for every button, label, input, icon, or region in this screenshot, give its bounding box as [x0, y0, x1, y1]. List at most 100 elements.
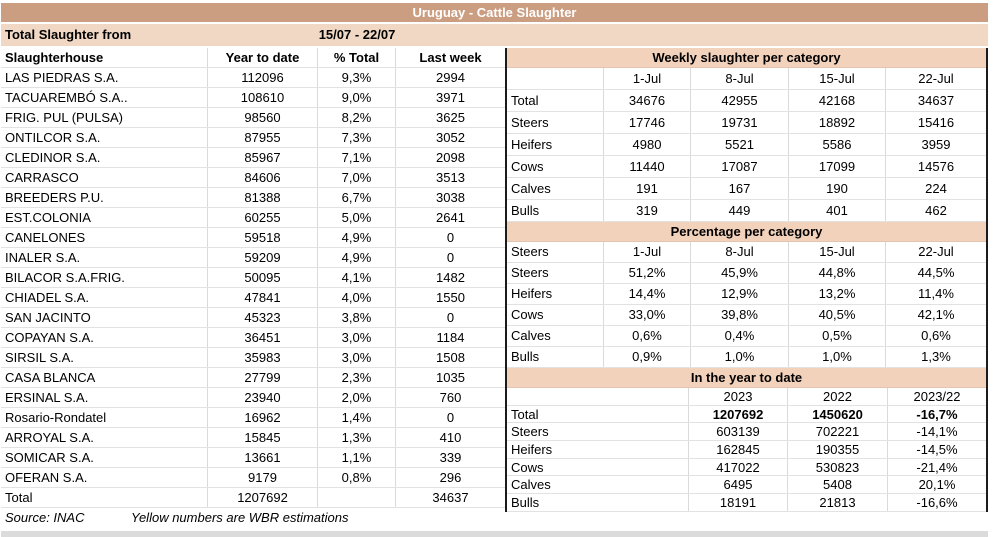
table-row: Total 1207692 1450620 -16,7% — [507, 405, 986, 424]
table-cell: Steers — [511, 115, 549, 130]
table-cell: 21813 — [787, 494, 887, 511]
table-row: Heifers 162845 190355 -14,5% — [507, 441, 986, 459]
table-cell: 9,3% — [317, 68, 395, 87]
table-cell: 33,0% — [603, 305, 690, 325]
table-cell: 2098 — [395, 148, 505, 167]
table-cell: 190355 — [787, 441, 887, 458]
table-row: SIRSIL S.A. 35983 3,0% 1508 — [1, 348, 505, 368]
weekly-header-row: 1-Jul 8-Jul 15-Jul 22-Jul — [507, 68, 986, 90]
table-row: Total 34676 42955 42168 34637 — [507, 90, 986, 112]
table-cell: 1207692 — [688, 405, 787, 423]
table-cell: Steers — [511, 424, 549, 440]
table-cell: 4,1% — [317, 268, 395, 287]
table-cell: 3,0% — [317, 348, 395, 367]
table-cell: 417022 — [688, 458, 787, 476]
table-cell: 5521 — [690, 134, 788, 155]
table-cell: EST.COLONIA — [5, 210, 91, 225]
table-cell: 9,0% — [317, 88, 395, 107]
column-header: Slaughterhouse — [5, 50, 104, 65]
table-cell: 4980 — [603, 134, 690, 155]
table-cell: ERSINAL S.A. — [5, 390, 89, 405]
table-cell: 39,8% — [690, 305, 788, 325]
column-header: % Total — [317, 48, 395, 67]
slaughterhouse-table: Slaughterhouse Year to date % Total Last… — [1, 48, 505, 528]
column-header — [507, 388, 688, 405]
table-cell: Calves — [511, 181, 551, 196]
table-row: Bulls 319 449 401 462 — [507, 200, 986, 222]
table-cell: 0,9% — [603, 347, 690, 367]
table-cell: -16,7% — [887, 405, 986, 423]
table-cell — [317, 488, 395, 507]
table-cell: Calves — [511, 477, 551, 493]
table-cell: 34637 — [885, 90, 986, 111]
column-header: 15-Jul — [788, 242, 885, 262]
table-cell: 98560 — [207, 108, 317, 127]
table-row: OFERAN S.A. 9179 0,8% 296 — [1, 468, 505, 488]
table-cell: 18191 — [688, 494, 787, 511]
column-header: 8-Jul — [690, 68, 788, 89]
table-row: Bulls 0,9% 1,0% 1,0% 1,3% — [507, 347, 986, 368]
ytd-table-body: Total 1207692 1450620 -16,7% Steers 603139 702… — [507, 405, 986, 512]
table-cell: OFERAN S.A. — [5, 470, 88, 485]
table-cell: Bulls — [511, 203, 540, 218]
table-row: Steers 17746 19731 18892 15416 — [507, 112, 986, 134]
table-cell: 14576 — [885, 156, 986, 177]
table-row: CANELONES 59518 4,9% 0 — [1, 228, 505, 248]
table-cell: 108610 — [207, 88, 317, 107]
table-cell: 4,0% — [317, 288, 395, 307]
table-cell: Heifers — [511, 442, 553, 458]
table-cell: 1207692 — [207, 488, 317, 507]
table-cell: Rosario-Rondatel — [5, 410, 107, 425]
table-cell: 16962 — [207, 408, 317, 427]
table-cell: 18892 — [788, 112, 885, 133]
table-cell: 0,6% — [885, 326, 986, 346]
table-row: SOMICAR S.A. 13661 1,1% 339 — [1, 448, 505, 468]
table-cell: 59209 — [207, 248, 317, 267]
table-cell: 1482 — [395, 268, 505, 287]
table-cell: 40,5% — [788, 305, 885, 325]
percentage-table-body: Steers 51,2% 45,9% 44,8% 44,5% Heifers 14,4% 12… — [507, 263, 986, 368]
table-row: CHIADEL S.A. 47841 4,0% 1550 — [1, 288, 505, 308]
table-cell: Total — [511, 406, 539, 422]
table-cell: 702221 — [787, 423, 887, 441]
table-cell: 167 — [690, 178, 788, 199]
table-cell: 3971 — [395, 88, 505, 107]
table-cell: ONTILCOR S.A. — [5, 130, 101, 145]
source-row: Source: INAC Yellow numbers are WBR esti… — [1, 508, 505, 528]
table-cell: 191 — [603, 178, 690, 199]
table-cell: INALER S.A. — [5, 250, 81, 265]
table-cell: 27799 — [207, 368, 317, 387]
table-cell: 15416 — [885, 112, 986, 133]
table-cell: Heifers — [511, 137, 553, 152]
column-header: 2022 — [787, 388, 887, 405]
table-cell: 1184 — [395, 328, 505, 347]
table-cell: 47841 — [207, 288, 317, 307]
table-cell: 44,5% — [885, 263, 986, 283]
table-row: EST.COLONIA 60255 5,0% 2641 — [1, 208, 505, 228]
table-cell: Bulls — [511, 349, 540, 364]
table-row: CLEDINOR S.A. 85967 7,1% 2098 — [1, 148, 505, 168]
table-cell: 15845 — [207, 428, 317, 447]
table-row: Heifers 14,4% 12,9% 13,2% 11,4% — [507, 284, 986, 305]
column-header: 22-Jul — [885, 68, 986, 89]
table-row: SAN JACINTO 45323 3,8% 0 — [1, 308, 505, 328]
report-title: Uruguay - Cattle Slaughter — [1, 3, 988, 22]
column-header: 1-Jul — [603, 68, 690, 89]
table-cell: -21,4% — [887, 458, 986, 476]
table-cell: 34676 — [603, 90, 690, 111]
table-cell: 1,1% — [317, 448, 395, 467]
table-row: Calves 191 167 190 224 — [507, 178, 986, 200]
table-cell: Total — [511, 93, 539, 108]
table-cell: 296 — [395, 468, 505, 487]
table-cell: 2994 — [395, 68, 505, 87]
table-cell: 1450620 — [787, 405, 887, 423]
table-cell: 401 — [788, 200, 885, 221]
percentage-section-title: Percentage per category — [507, 222, 986, 242]
table-cell: 112096 — [207, 68, 317, 87]
table-row: Calves 6495 5408 20,1% — [507, 476, 986, 495]
table-cell: 1508 — [395, 348, 505, 367]
table-cell: 4,9% — [317, 248, 395, 267]
table-cell: 760 — [395, 388, 505, 407]
weekly-section-title: Weekly slaughter per category — [507, 48, 986, 68]
table-row: FRIG. PUL (PULSA) 98560 8,2% 3625 — [1, 108, 505, 128]
